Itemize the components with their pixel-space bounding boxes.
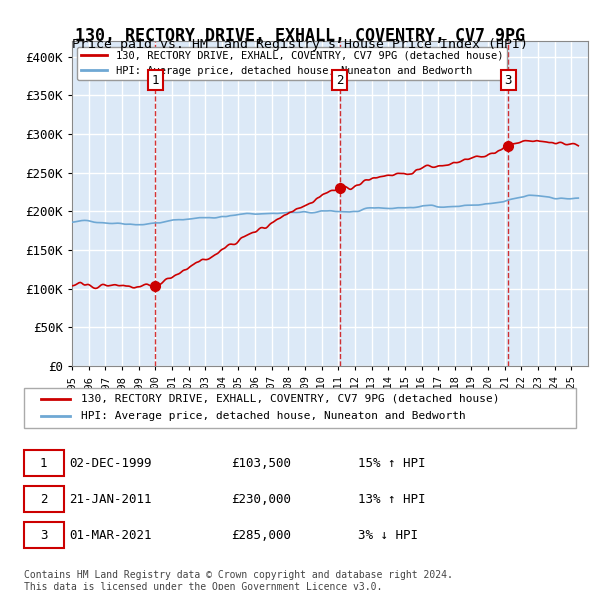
- Text: 3: 3: [505, 74, 512, 87]
- Text: 02-DEC-1999: 02-DEC-1999: [70, 457, 152, 470]
- Text: HPI: Average price, detached house, Nuneaton and Bedworth: HPI: Average price, detached house, Nune…: [81, 411, 466, 421]
- Text: Price paid vs. HM Land Registry's House Price Index (HPI): Price paid vs. HM Land Registry's House …: [72, 38, 528, 51]
- Text: 130, RECTORY DRIVE, EXHALL, COVENTRY, CV7 9PG: 130, RECTORY DRIVE, EXHALL, COVENTRY, CV…: [75, 27, 525, 45]
- Text: 13% ↑ HPI: 13% ↑ HPI: [358, 493, 425, 506]
- Text: 1: 1: [151, 74, 159, 87]
- FancyBboxPatch shape: [23, 450, 64, 476]
- Text: Contains HM Land Registry data © Crown copyright and database right 2024.
This d: Contains HM Land Registry data © Crown c…: [23, 570, 452, 590]
- Text: 3% ↓ HPI: 3% ↓ HPI: [358, 529, 418, 542]
- Text: £285,000: £285,000: [231, 529, 291, 542]
- Text: 15% ↑ HPI: 15% ↑ HPI: [358, 457, 425, 470]
- Text: 130, RECTORY DRIVE, EXHALL, COVENTRY, CV7 9PG (detached house): 130, RECTORY DRIVE, EXHALL, COVENTRY, CV…: [81, 394, 500, 404]
- FancyBboxPatch shape: [23, 486, 64, 512]
- Text: 21-JAN-2011: 21-JAN-2011: [70, 493, 152, 506]
- Text: £103,500: £103,500: [231, 457, 291, 470]
- Text: 2: 2: [336, 74, 344, 87]
- Text: 3: 3: [40, 529, 47, 542]
- Text: 01-MAR-2021: 01-MAR-2021: [70, 529, 152, 542]
- FancyBboxPatch shape: [23, 522, 64, 548]
- FancyBboxPatch shape: [23, 388, 577, 428]
- Text: £230,000: £230,000: [231, 493, 291, 506]
- Legend: 130, RECTORY DRIVE, EXHALL, COVENTRY, CV7 9PG (detached house), HPI: Average pri: 130, RECTORY DRIVE, EXHALL, COVENTRY, CV…: [77, 47, 508, 80]
- Text: 1: 1: [40, 457, 47, 470]
- Text: 2: 2: [40, 493, 47, 506]
